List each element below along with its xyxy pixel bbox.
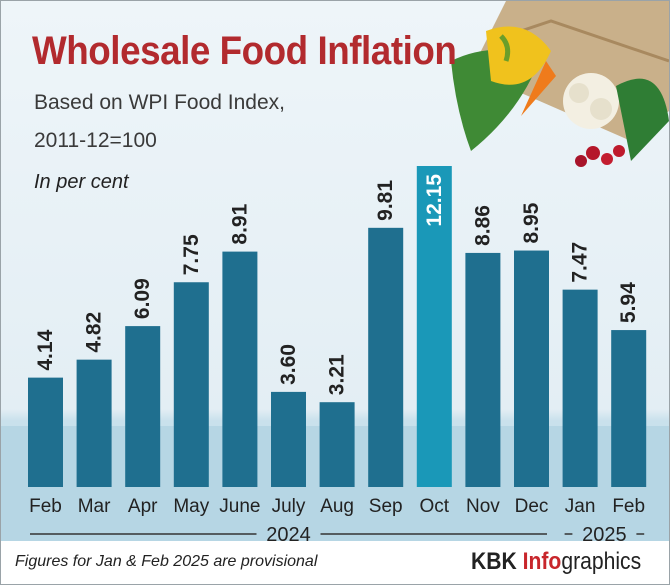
data-label: 7.75 — [180, 234, 203, 275]
footnote: Figures for Jan & Feb 2025 are provision… — [15, 553, 318, 570]
data-label: 3.21 — [326, 354, 349, 395]
chart-title: Wholesale Food Inflation — [32, 29, 457, 73]
bar — [319, 402, 355, 487]
bar — [76, 359, 112, 487]
category-label: Feb — [612, 496, 645, 517]
footer-band — [1, 541, 669, 584]
chart-subtitle-line1: Based on WPI Food Index, — [34, 91, 285, 114]
vegetable-bag-illustration — [451, 1, 669, 167]
category-label: Feb — [29, 496, 62, 517]
chart-subtitle-line2: 2011-12=100 — [34, 129, 157, 152]
bar — [222, 251, 258, 487]
bar — [368, 227, 404, 488]
data-label: 9.81 — [374, 180, 397, 221]
bar — [562, 289, 598, 487]
bar — [173, 282, 209, 487]
category-label: July — [272, 496, 306, 517]
category-label: Jan — [565, 496, 596, 517]
data-label: 6.09 — [131, 278, 154, 319]
data-label: 5.94 — [617, 282, 640, 323]
category-label: Sep — [369, 496, 403, 517]
bar — [465, 252, 501, 487]
bar — [28, 377, 63, 487]
category-label: Aug — [320, 496, 354, 517]
category-label: June — [219, 496, 260, 517]
unit-note: In per cent — [34, 171, 129, 193]
category-label: Oct — [420, 496, 450, 517]
bar — [416, 166, 452, 487]
category-label: Mar — [78, 496, 111, 517]
bar — [125, 326, 161, 487]
credit-part1: KBK — [471, 548, 523, 575]
bar — [611, 330, 647, 487]
bar — [271, 391, 306, 487]
category-label: Nov — [466, 496, 500, 517]
data-label: 8.95 — [520, 202, 543, 243]
category-label: Dec — [515, 496, 549, 517]
year-label: 2025 — [582, 524, 627, 546]
data-label: 4.14 — [34, 329, 57, 370]
data-label: 8.86 — [471, 205, 494, 246]
credit-logo: KBK Infographics — [471, 548, 641, 576]
data-label: 3.60 — [277, 344, 300, 385]
category-label: May — [173, 496, 209, 517]
data-label: 7.47 — [569, 242, 592, 283]
category-label: Apr — [128, 496, 158, 517]
data-label: 4.82 — [83, 312, 106, 353]
credit-part3: graphics — [561, 548, 642, 575]
credit-part2: Info — [522, 548, 562, 575]
data-label: 8.91 — [228, 203, 251, 244]
data-label: 12.15 — [423, 174, 446, 227]
bar — [514, 250, 549, 487]
year-label: 2024 — [266, 524, 311, 546]
